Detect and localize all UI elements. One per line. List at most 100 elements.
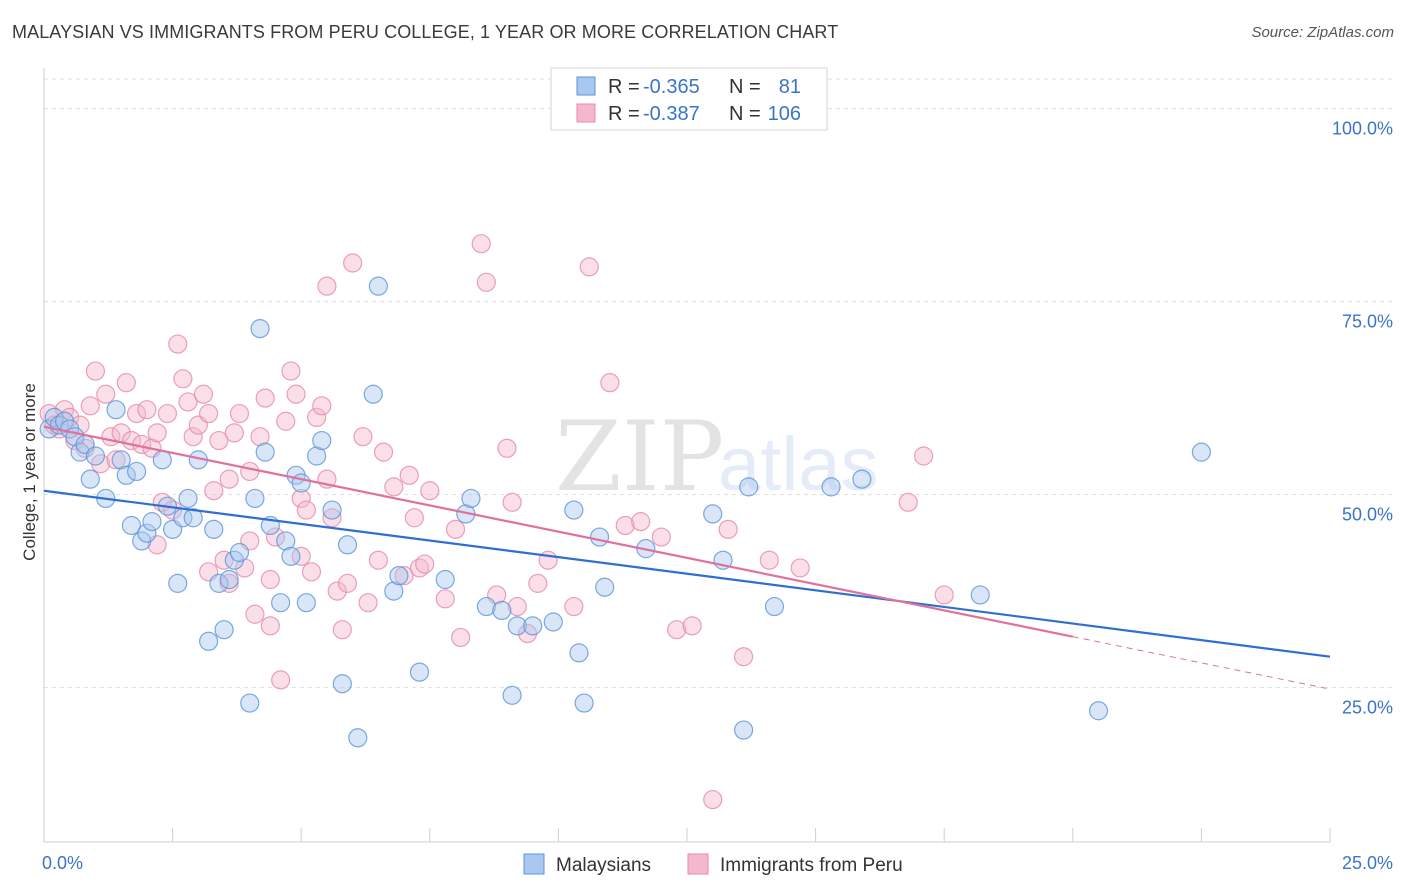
y-tick-label-50: 50.0% (1342, 505, 1393, 525)
malaysians-point (764, 596, 785, 617)
malaysians-point (240, 693, 260, 713)
peru-point (235, 558, 255, 578)
peru-point (703, 789, 723, 810)
peru-point (301, 562, 322, 582)
peru-point (147, 423, 167, 443)
peru-point (898, 492, 918, 512)
peru-trend-line (43, 425, 1074, 638)
peru-point (255, 388, 275, 408)
peru-point (528, 573, 548, 593)
malaysians-point (322, 500, 342, 520)
peru-point (240, 461, 260, 482)
y-tick-label-100: 100.0% (1332, 119, 1393, 139)
malaysians-point (435, 569, 455, 590)
malaysians-point (126, 461, 147, 482)
malaysians-point (85, 446, 106, 466)
peru-point (193, 384, 214, 404)
series-legend: Malaysians Immigrants from Peru (523, 853, 903, 876)
malaysians-point (276, 531, 296, 551)
peru-point (445, 519, 466, 539)
legend-r-value-2: -0.387 (643, 103, 700, 125)
malaysians-point (502, 685, 522, 705)
peru-point (312, 396, 332, 416)
malaysians-point (1088, 701, 1109, 721)
peru-point (116, 373, 136, 393)
malaysians-point (821, 477, 841, 497)
peru-point (667, 620, 687, 640)
peru-point (96, 384, 116, 404)
malaysians-point (739, 477, 759, 497)
peru-point (384, 477, 404, 497)
peru-point (502, 492, 522, 512)
malaysians-point (137, 523, 157, 543)
peru-point (790, 558, 810, 578)
peru-point (265, 527, 286, 547)
peru-point (199, 403, 219, 424)
peru-point (60, 407, 80, 427)
peru-point (337, 573, 358, 593)
chart-title: MALAYSIAN VS IMMIGRANTS FROM PERU COLLEG… (12, 22, 839, 42)
malaysians-point (229, 542, 250, 563)
peru-trend-extension (1072, 636, 1331, 690)
peru-point (168, 334, 188, 354)
malaysians-point (492, 600, 512, 621)
malaysians-point (595, 577, 615, 597)
peru-point (286, 384, 306, 404)
malaysians-point (271, 593, 291, 613)
axes (43, 68, 1331, 843)
peru-point (631, 512, 651, 532)
peru-point (229, 403, 250, 424)
peru-point (733, 647, 754, 667)
peru-point (600, 373, 620, 393)
malaysians-point (507, 616, 527, 636)
bottom-legend-swatch-malaysians (523, 853, 545, 875)
malaysians-point (523, 616, 543, 636)
malaysians-point (183, 508, 203, 528)
peru-point (126, 403, 147, 424)
peru-point (157, 403, 178, 424)
peru-point (718, 519, 738, 539)
bottom-legend-label-malaysians: Malaysians (556, 855, 651, 876)
peru-point (435, 589, 455, 609)
y-tick-label-25: 25.0% (1342, 698, 1393, 718)
peru-point (579, 257, 599, 277)
bottom-legend-swatch-peru (687, 853, 709, 875)
peru-point (358, 593, 378, 613)
peru-point (245, 604, 265, 624)
peru-point (332, 620, 352, 640)
peru-point (322, 508, 342, 528)
malaysians-point (106, 400, 126, 420)
legend-r-label-1: R = (608, 76, 640, 98)
malaysians-point (574, 693, 594, 713)
peru-point (451, 627, 471, 648)
stats-legend-box (550, 67, 828, 131)
peru-point (260, 569, 280, 590)
malaysians-point (569, 643, 589, 663)
y-tick-labels: 25.0% 50.0% 75.0% 100.0% (1332, 119, 1393, 718)
malaysians-point (409, 662, 430, 682)
peru-point (178, 392, 198, 412)
malaysians-point (219, 569, 239, 590)
malaysians-point (199, 631, 219, 651)
peru-point (291, 546, 311, 566)
watermark-zip: ZIP (555, 401, 724, 513)
peru-point (507, 596, 527, 617)
malaysians-point (1191, 442, 1212, 462)
peru-point (327, 581, 347, 601)
malaysians-point (461, 488, 481, 509)
malaysians-point (564, 500, 584, 520)
peru-point (471, 234, 491, 254)
malaysians-point (250, 319, 270, 339)
malaysians-point (307, 446, 327, 466)
malaysians-point (204, 519, 224, 539)
peru-point (394, 566, 414, 586)
malaysians-point (209, 573, 229, 593)
peru-point (317, 276, 337, 296)
legend-n-label-2: N = (729, 103, 761, 125)
malaysians-point (281, 546, 301, 566)
peru-point (615, 515, 635, 536)
malaysians-point (80, 469, 100, 489)
peru-point (415, 554, 435, 574)
peru-point (214, 550, 234, 570)
malaysians-point (476, 596, 496, 617)
